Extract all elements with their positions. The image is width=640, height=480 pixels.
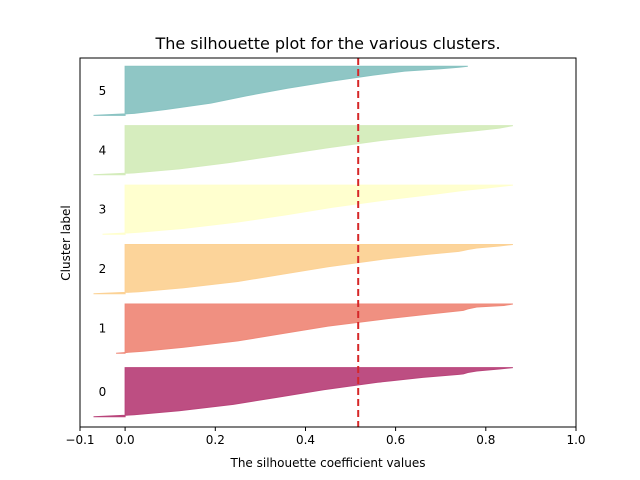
cluster-label-1: 1 <box>99 322 107 336</box>
clusters-layer <box>93 65 513 418</box>
silhouette-cluster-0 <box>93 367 513 418</box>
silhouette-cluster-5 <box>93 65 468 116</box>
cluster-label-3: 3 <box>99 203 107 217</box>
y-axis-label: Cluster label <box>59 205 73 280</box>
x-axis-label: The silhouette coefficient values <box>230 456 426 470</box>
silhouette-cluster-2 <box>93 244 513 295</box>
x-tick-label: 0.2 <box>206 433 225 447</box>
x-tick-label: 0.6 <box>386 433 405 447</box>
cluster-label-4: 4 <box>99 143 107 157</box>
x-tick-label: 0.4 <box>296 433 315 447</box>
cluster-labels: 0 1 2 3 4 5 <box>99 84 107 399</box>
silhouette-cluster-1 <box>116 303 513 354</box>
plot-frame <box>79 57 577 428</box>
silhouette-cluster-3 <box>102 184 513 235</box>
silhouette-cluster-4 <box>93 125 513 176</box>
x-tick-label: −0.1 <box>65 433 94 447</box>
cluster-label-0: 0 <box>99 385 107 399</box>
x-tick-label: 1.0 <box>566 433 585 447</box>
x-axis-ticks: −0.1 0.0 0.2 0.4 0.6 0.8 1.0 <box>65 427 586 447</box>
x-tick-label: 0.0 <box>116 433 135 447</box>
x-tick-label: 0.8 <box>476 433 495 447</box>
cluster-label-2: 2 <box>99 262 107 276</box>
chart-title: The silhouette plot for the various clus… <box>154 34 500 53</box>
cluster-label-5: 5 <box>99 84 107 98</box>
